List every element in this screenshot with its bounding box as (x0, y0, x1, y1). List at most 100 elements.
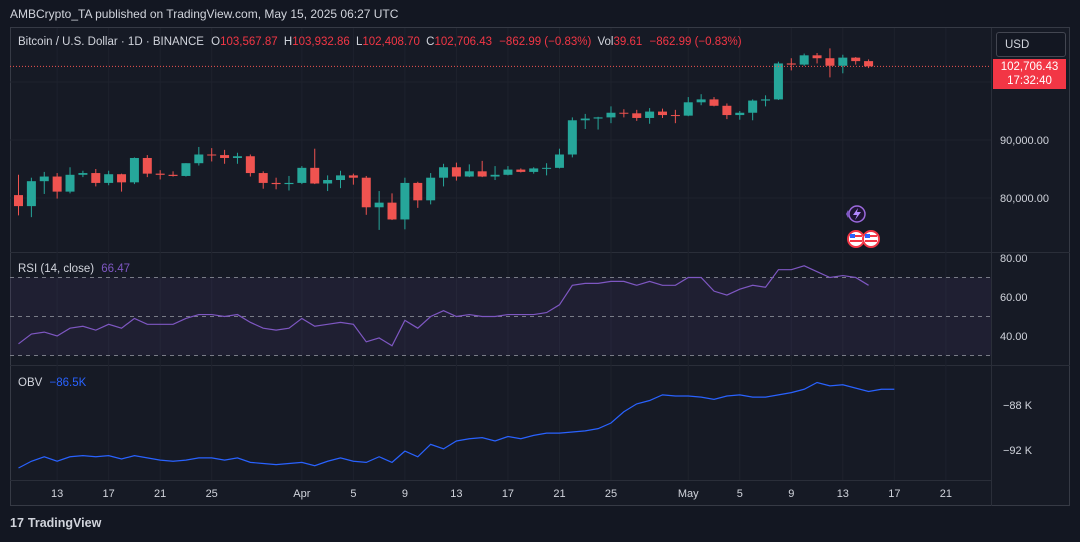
candle-body (864, 61, 874, 67)
change-value: −862.99 (−0.83%) (499, 36, 591, 48)
time-tick: 17 (888, 488, 900, 500)
candle-body (400, 182, 410, 220)
candle-body (580, 118, 590, 121)
currency-button[interactable]: USD (996, 32, 1066, 57)
candle-body (567, 120, 577, 155)
chart-frame[interactable] (10, 27, 1070, 506)
high-value: 103,932.86 (292, 36, 350, 48)
candle-body (786, 63, 796, 65)
obv-legend: OBV −86.5K (18, 377, 87, 389)
tradingview-logo-icon: 17 (10, 516, 24, 530)
rsi-series (18, 265, 869, 347)
candle-body (477, 171, 487, 177)
time-tick: 21 (553, 488, 565, 500)
candle-body (129, 157, 139, 183)
candle-body (297, 167, 307, 183)
low-value: 102,408.70 (362, 36, 420, 48)
symbol-label: Bitcoin / U.S. Dollar · 1D · BINANCE (18, 36, 204, 48)
us-flag-event-icon-2[interactable] (862, 230, 880, 248)
candle-body (696, 99, 706, 103)
time-tick: May (678, 488, 699, 500)
candle-body (348, 175, 358, 178)
time-tick: 9 (402, 488, 408, 500)
last-price-badge: 102,706.43 17:32:40 (993, 59, 1066, 89)
candle-body (812, 55, 822, 59)
candle-body (310, 167, 320, 184)
candle-body (26, 181, 36, 207)
candle-body (323, 180, 333, 184)
candle-body (825, 58, 835, 66)
time-tick: 13 (450, 488, 462, 500)
rsi-tick: 80.00 (1000, 253, 1028, 265)
candle-body (722, 105, 732, 116)
candle-body (851, 57, 861, 62)
candle-body (374, 202, 384, 208)
rsi-band (10, 277, 991, 356)
high-label: H (284, 36, 292, 48)
candle-body (336, 175, 345, 181)
candle-body (426, 177, 436, 201)
brand-label: TradingView (27, 516, 102, 530)
candle-body (490, 174, 500, 177)
candle-body (14, 195, 23, 207)
rsi-tick: 60.00 (1000, 292, 1028, 304)
candle-body (542, 167, 552, 169)
published-caption: AMBCrypto_TA published on TradingView.co… (10, 7, 399, 21)
last-price-value: 102,706.43 (1000, 61, 1059, 73)
candle-body (91, 173, 101, 183)
rsi-tick: 40.00 (1000, 331, 1028, 343)
main-legend: Bitcoin / U.S. Dollar · 1D · BINANCE O 10… (18, 36, 742, 48)
obv-title: OBV (18, 377, 43, 389)
time-tick: 13 (837, 488, 849, 500)
candle-body (117, 174, 127, 183)
low-label: L (356, 36, 363, 48)
lightning-event-icon[interactable] (846, 205, 866, 223)
rsi-value: 66.47 (101, 263, 130, 275)
candle-body (670, 115, 680, 117)
candle-body (593, 117, 603, 119)
rsi-title: RSI (14, close) (18, 263, 94, 275)
candle-body (168, 174, 178, 176)
candle-body (104, 174, 114, 183)
axis-labels: 90,000.00 80,000.00 80.00 60.00 40.00 −88 K −9… (51, 135, 1049, 500)
candle-body (683, 102, 693, 116)
time-tick: 25 (206, 488, 218, 500)
candle-body (503, 169, 513, 175)
obv-tick: −88 K (1003, 400, 1033, 412)
candle-body (155, 173, 165, 175)
candle-body (194, 154, 204, 164)
candle-body (451, 167, 461, 177)
candle-body (232, 156, 242, 158)
candle-body (142, 157, 152, 174)
candle-body (619, 112, 629, 114)
bar-countdown: 17:32:40 (1007, 75, 1052, 87)
rsi-line (18, 265, 869, 347)
candle-body (220, 155, 230, 158)
price-tick: 80,000.00 (1000, 193, 1049, 205)
candle-body (78, 173, 88, 175)
candle-body (271, 182, 281, 185)
time-tick: 5 (350, 488, 356, 500)
open-label: O (211, 36, 220, 48)
time-tick: 9 (788, 488, 794, 500)
candle-body (554, 154, 564, 168)
us-flag-event-icon[interactable] (847, 230, 865, 248)
candle-body (838, 57, 848, 66)
obv-value: −86.5K (50, 377, 87, 389)
candle-body (258, 173, 268, 183)
candle-body (39, 176, 49, 182)
candle-body (606, 112, 616, 118)
candle-body (439, 167, 449, 178)
time-tick: 13 (51, 488, 63, 500)
candle-body (748, 100, 758, 113)
candle-body (413, 182, 423, 201)
candle-body (181, 163, 191, 176)
volume-change: −862.99 (−0.83%) (649, 36, 741, 48)
time-tick: 21 (940, 488, 952, 500)
candle-body (658, 111, 667, 116)
close-label: C (426, 36, 434, 48)
candle-body (632, 113, 642, 118)
volume-label: Vol (598, 36, 614, 48)
rsi-legend: RSI (14, close) 66.47 (18, 263, 130, 275)
